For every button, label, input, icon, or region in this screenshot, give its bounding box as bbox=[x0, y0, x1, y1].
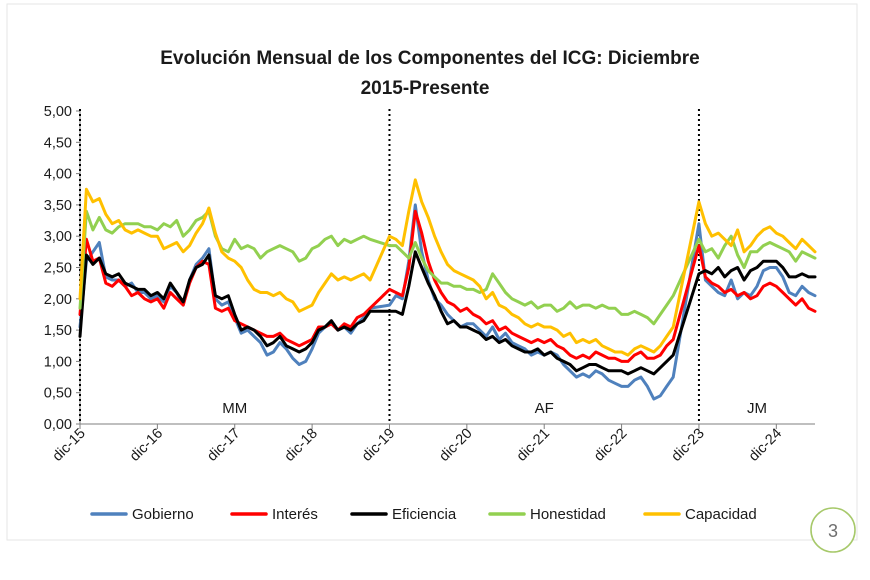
chart-border bbox=[6, 3, 858, 541]
y-tick-label: 2,00 bbox=[44, 292, 72, 308]
y-tick-label: 1,50 bbox=[44, 323, 72, 339]
legend: Gobierno Interés Eficiencia Honestidad Capac… bbox=[90, 506, 757, 523]
series-line-capacidad bbox=[78, 178, 817, 357]
y-tick-label: 3,00 bbox=[44, 229, 72, 245]
y-tick-label: 3,50 bbox=[44, 198, 72, 214]
y-tick-label: 5,00 bbox=[44, 104, 72, 120]
period-label: JM bbox=[747, 400, 767, 417]
y-tick-label: 4,00 bbox=[44, 167, 72, 183]
page-number: 3 bbox=[828, 521, 838, 541]
series-line-honestidad bbox=[78, 209, 817, 326]
series-line-eficiencia bbox=[78, 250, 817, 376]
page-number-badge: 3 bbox=[810, 507, 856, 553]
legend-label: Capacidad bbox=[685, 506, 757, 523]
chart-title-line1: Evolución Mensual de los Componentes del… bbox=[160, 48, 700, 69]
y-tick-label: 2,50 bbox=[44, 261, 72, 277]
chart-title-line2: 2015-Presente bbox=[361, 78, 490, 99]
page-number-circle bbox=[810, 507, 856, 553]
legend-label: Gobierno bbox=[132, 506, 194, 523]
period-label: AF bbox=[535, 400, 554, 417]
legend-label: Honestidad bbox=[530, 506, 606, 523]
y-tick-label: 0,00 bbox=[44, 417, 72, 433]
y-tick-label: 1,00 bbox=[44, 354, 72, 370]
y-tick-label: 0,50 bbox=[44, 386, 72, 402]
legend-label: Eficiencia bbox=[392, 506, 457, 523]
legend-label: Interés bbox=[272, 506, 318, 523]
y-tick-label: 4,50 bbox=[44, 135, 72, 151]
period-label: MM bbox=[222, 400, 247, 417]
